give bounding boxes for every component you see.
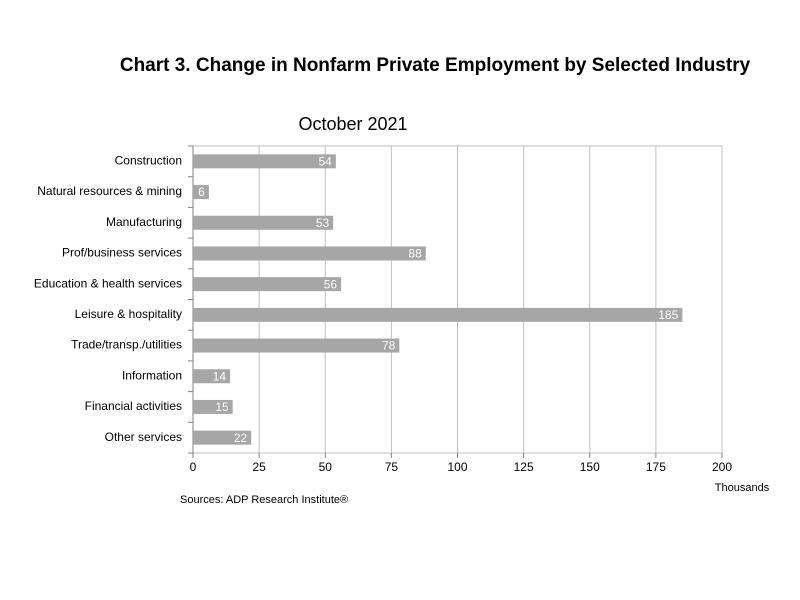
y-tick-label: Information (122, 368, 182, 382)
source: Sources: ADP Research Institute® (180, 494, 348, 506)
value-label: 53 (316, 216, 330, 230)
value-label: 15 (215, 400, 229, 414)
y-tick-label: Trade/transp./utilities (71, 338, 182, 352)
bar (193, 215, 334, 230)
x-tick-label: 25 (252, 460, 266, 474)
chart-subtitle: October 2021 (298, 114, 407, 134)
y-tick-label: Construction (115, 154, 182, 168)
value-label: 185 (658, 308, 678, 322)
bar (193, 185, 209, 200)
chart-title: Chart 3. Change in Nonfarm Private Emplo… (120, 55, 751, 76)
bar (193, 399, 233, 414)
value-label: 54 (318, 155, 332, 169)
bar (193, 369, 231, 384)
value-label: 6 (198, 185, 205, 199)
x-axis-label: Thousands (715, 482, 770, 494)
bar (193, 246, 426, 261)
value-label: 78 (382, 339, 396, 353)
x-tick-label: 50 (319, 460, 333, 474)
x-tick-label: 175 (646, 460, 666, 474)
x-tick-label: 0 (190, 460, 197, 474)
y-tick-label: Education & health services (34, 276, 182, 290)
value-label: 56 (324, 277, 338, 291)
y-tick-label: Leisure & hospitality (75, 307, 182, 321)
value-label: 88 (408, 247, 422, 261)
x-tick-label: 125 (514, 460, 534, 474)
value-label: 14 (213, 369, 227, 383)
y-tick-label: Financial activities (85, 399, 182, 413)
bar (193, 277, 342, 292)
bar (193, 430, 252, 445)
bar (193, 307, 683, 322)
x-tick-label: 75 (385, 460, 399, 474)
x-tick-label: 200 (712, 460, 732, 474)
bar (193, 154, 336, 169)
bar (193, 338, 400, 353)
y-tick-label: Natural resources & mining (37, 184, 182, 198)
x-tick-label: 150 (580, 460, 600, 474)
y-tick-label: Prof/business services (62, 246, 182, 260)
y-tick-label: Other services (105, 430, 182, 444)
value-label: 22 (234, 431, 248, 445)
x-tick-label: 100 (447, 460, 467, 474)
y-tick-label: Manufacturing (106, 215, 182, 229)
